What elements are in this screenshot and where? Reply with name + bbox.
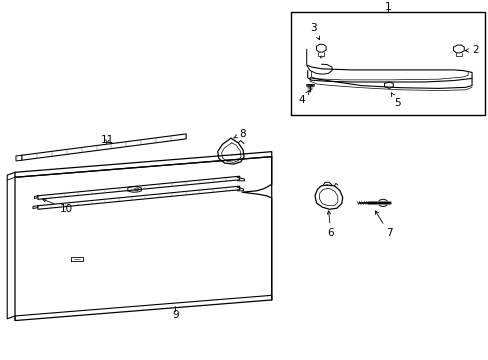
Text: 1: 1 — [384, 2, 390, 12]
Text: 11: 11 — [101, 135, 114, 145]
Text: 10: 10 — [42, 199, 73, 213]
Text: 6: 6 — [326, 211, 334, 238]
Text: 3: 3 — [309, 23, 319, 40]
Text: 5: 5 — [390, 93, 400, 108]
Text: 8: 8 — [233, 129, 245, 139]
Text: 7: 7 — [375, 211, 392, 238]
Text: 4: 4 — [298, 90, 309, 105]
Text: 9: 9 — [172, 310, 179, 320]
Text: 2: 2 — [464, 45, 478, 55]
